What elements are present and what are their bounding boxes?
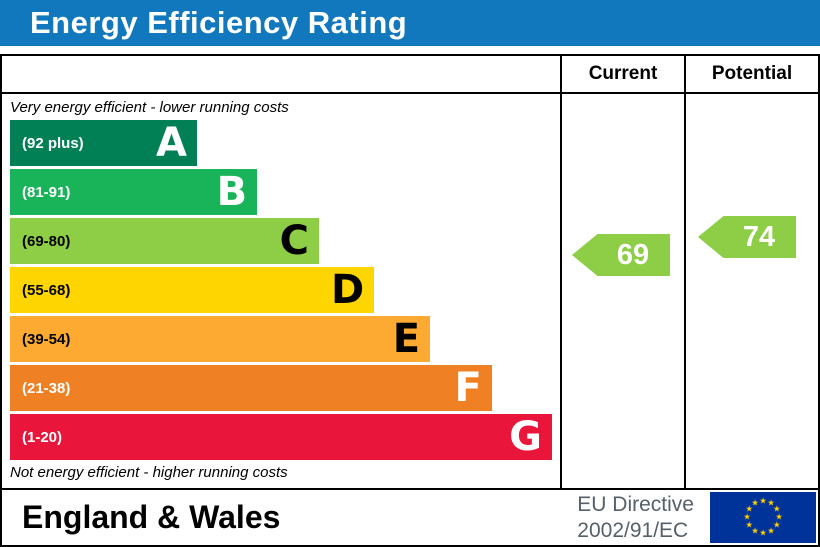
efficient-note: Very energy efficient - lower running co… xyxy=(10,99,289,116)
svg-text:★: ★ xyxy=(767,499,775,509)
potential-column: 74 xyxy=(684,94,818,488)
svg-text:★: ★ xyxy=(751,526,759,536)
band-row: (92 plus) A xyxy=(10,120,552,166)
band-letter: D xyxy=(331,267,365,313)
band-letter: B xyxy=(216,169,248,215)
current-rating-value: 69 xyxy=(616,238,650,271)
band-range-label: (39-54) xyxy=(22,330,71,348)
band-letter: A xyxy=(156,120,187,166)
band-range-label: (1-20) xyxy=(22,428,63,446)
svg-text:★: ★ xyxy=(773,521,781,531)
column-header-current: Current xyxy=(560,56,684,94)
band-bar: (81-91) B xyxy=(10,169,258,215)
band-row: (55-68) D xyxy=(10,267,552,313)
band-range-label: (81-91) xyxy=(22,183,71,201)
rating-table: Current Potential Very energy efficient … xyxy=(0,54,820,547)
band-row: (1-20) G xyxy=(10,414,552,460)
title-bar: Energy Efficiency Rating xyxy=(0,0,820,46)
band-letter: F xyxy=(454,365,482,411)
svg-text:★: ★ xyxy=(775,513,783,523)
band-row: (81-91) B xyxy=(10,169,552,215)
band-bar: (1-20) G xyxy=(10,414,552,460)
potential-rating-arrow: 74 xyxy=(698,216,796,258)
svg-text:★: ★ xyxy=(767,526,775,536)
region-label: England & Wales xyxy=(22,499,281,535)
band-range-label: (55-68) xyxy=(22,281,71,299)
svg-text:★: ★ xyxy=(759,529,767,539)
rating-bands: (92 plus) A (81-91) B (69-80) C (55-68) … xyxy=(10,120,552,460)
band-row: (69-80) C xyxy=(10,218,552,264)
band-bar: (39-54) E xyxy=(10,316,431,362)
column-header-potential: Potential xyxy=(684,56,818,94)
eu-directive-line1: EU Directive xyxy=(577,493,694,517)
rating-bands-area: Very energy efficient - lower running co… xyxy=(2,94,560,488)
band-range-label: (21-38) xyxy=(22,379,71,397)
band-range-label: (92 plus) xyxy=(22,134,84,152)
band-letter: G xyxy=(509,414,542,460)
band-letter: E xyxy=(392,316,421,362)
eu-flag-stars: ★ ★★★★★★★★★★★ xyxy=(743,497,783,539)
svg-text:★: ★ xyxy=(745,521,753,531)
page-title: Energy Efficiency Rating xyxy=(30,5,408,40)
svg-text:★: ★ xyxy=(773,505,781,515)
band-row: (39-54) E xyxy=(10,316,552,362)
band-letter: C xyxy=(279,218,309,264)
band-bar: (92 plus) A xyxy=(10,120,197,166)
header-spacer xyxy=(2,56,560,94)
inefficient-note: Not energy efficient - higher running co… xyxy=(10,464,288,481)
svg-text:★: ★ xyxy=(759,497,767,507)
band-range-label: (69-80) xyxy=(22,232,71,250)
footer: England & Wales EU Directive 2002/91/EC … xyxy=(2,488,818,545)
eu-flag-icon: ★ ★★★★★★★★★★★ xyxy=(710,492,816,543)
potential-rating-value: 74 xyxy=(742,220,776,253)
current-column: 69 xyxy=(560,94,684,488)
svg-text:★: ★ xyxy=(745,505,753,515)
current-rating-arrow: 69 xyxy=(572,234,670,276)
svg-text:★: ★ xyxy=(743,513,751,523)
eu-flag-rect xyxy=(710,492,816,543)
band-bar: (69-80) C xyxy=(10,218,319,264)
svg-text:★: ★ xyxy=(751,499,759,509)
eu-directive-text: EU Directive 2002/91/EC xyxy=(577,492,694,542)
band-row: (21-38) F xyxy=(10,365,552,411)
eu-directive-line2: 2002/91/EC xyxy=(577,518,689,542)
band-bar: (21-38) F xyxy=(10,365,492,411)
band-bar: (55-68) D xyxy=(10,267,375,313)
